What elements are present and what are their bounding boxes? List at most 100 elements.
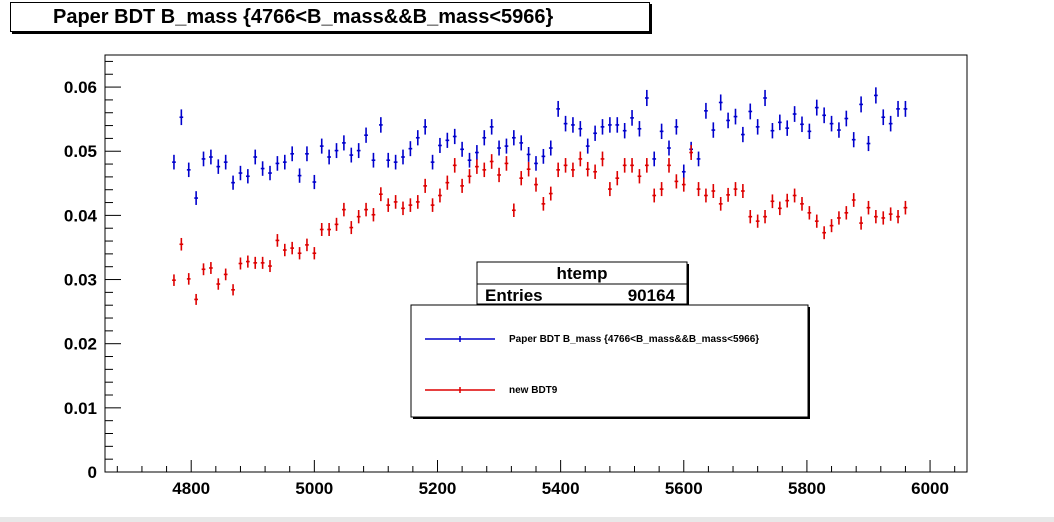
data-point-blue [327, 149, 331, 165]
data-point-red [888, 207, 893, 221]
data-point-blue [445, 132, 450, 148]
y-tick-label: 0.05 [64, 142, 97, 161]
data-point-red [822, 226, 827, 240]
data-point-blue [223, 154, 228, 170]
data-point-red [866, 200, 871, 215]
y-tick-label: 0.03 [64, 271, 97, 290]
data-point-blue [644, 89, 649, 107]
data-point-blue [548, 140, 553, 156]
data-point-red [652, 188, 657, 203]
data-point-red [637, 169, 642, 184]
data-point-red [548, 186, 553, 201]
data-point-red [726, 187, 730, 202]
legend-label-blue: Paper BDT B_mass {4766<B_mass&&B_mass<59… [509, 334, 759, 345]
data-point-blue [275, 156, 280, 171]
y-tick-label: 0.04 [64, 206, 98, 225]
legend-label-red: new BDT9 [509, 385, 558, 396]
data-point-red [201, 263, 206, 276]
data-point-red [378, 187, 383, 202]
data-point-red [305, 238, 309, 252]
data-point-red [194, 293, 198, 305]
data-point-red [334, 217, 339, 231]
data-point-red [534, 177, 538, 192]
data-point-red [718, 197, 723, 211]
data-point-red [401, 201, 405, 216]
data-point-blue [763, 89, 767, 107]
data-point-red [770, 194, 775, 209]
data-point-red [282, 243, 287, 257]
data-point-red [364, 202, 368, 217]
data-point-blue [881, 109, 886, 126]
data-point-red [526, 161, 531, 177]
data-point-red [408, 198, 413, 212]
data-point-red [674, 174, 679, 189]
data-point-blue [356, 143, 361, 159]
stats-box-name: htemp [557, 264, 608, 283]
data-point-blue [201, 151, 206, 167]
data-point-blue [423, 119, 428, 135]
data-point-blue [674, 119, 679, 135]
x-tick-label: 5600 [665, 479, 703, 498]
data-point-blue [371, 152, 376, 168]
data-point-blue [415, 130, 420, 146]
data-point-red [807, 206, 812, 220]
data-point-blue [859, 96, 863, 113]
data-point-blue [497, 140, 501, 156]
data-point-red [504, 156, 509, 171]
data-point-red [755, 214, 760, 228]
data-point-blue [172, 154, 176, 170]
data-point-red [844, 206, 849, 220]
data-point-blue [186, 162, 191, 178]
data-point-blue [741, 126, 745, 143]
data-point-red [342, 202, 346, 217]
data-point-red [430, 198, 435, 212]
y-tick-label: 0.01 [64, 399, 97, 418]
data-point-blue [386, 152, 391, 168]
legend: Paper BDT B_mass {4766<B_mass&&B_mass<59… [410, 304, 810, 419]
data-point-blue [593, 125, 597, 141]
data-point-red [881, 211, 886, 225]
data-point-red [896, 210, 900, 224]
data-point-red [319, 223, 324, 236]
data-point-blue [770, 123, 775, 139]
data-point-blue [844, 110, 849, 127]
data-point-red [593, 164, 597, 179]
data-point-red [785, 193, 790, 208]
data-point-blue [349, 147, 354, 163]
data-point-blue [312, 174, 317, 190]
data-point-red [763, 210, 767, 224]
data-point-blue [608, 117, 612, 133]
data-point-red [268, 260, 272, 273]
data-point-blue [268, 165, 272, 181]
data-point-blue [319, 138, 324, 154]
data-point-red [223, 268, 228, 281]
data-point-blue [681, 164, 686, 179]
data-point-blue [563, 115, 568, 132]
data-point-red [327, 223, 331, 236]
data-point-red [681, 177, 686, 192]
data-point-blue [290, 146, 295, 162]
data-point-blue [837, 122, 841, 138]
data-point-blue [851, 132, 856, 148]
y-tick-label: 0 [88, 463, 97, 482]
data-point-blue [408, 141, 413, 157]
data-point-blue [755, 119, 760, 135]
data-point-blue [785, 120, 790, 136]
data-point-red [519, 171, 524, 186]
data-point-blue [571, 117, 575, 133]
data-point-red [859, 216, 863, 230]
data-point-blue [718, 94, 723, 111]
x-tick-label: 6000 [911, 479, 949, 498]
data-point-red [393, 195, 398, 209]
data-point-red [608, 182, 612, 197]
data-point-blue [467, 152, 472, 168]
data-point-blue [526, 147, 531, 162]
data-point-blue [866, 135, 871, 152]
data-point-blue [334, 143, 339, 159]
data-point-blue [600, 119, 605, 135]
data-point-blue [489, 119, 494, 135]
data-point-blue [378, 117, 383, 133]
data-point-blue [704, 102, 708, 119]
data-point-red [800, 197, 804, 211]
data-point-blue [475, 145, 479, 160]
